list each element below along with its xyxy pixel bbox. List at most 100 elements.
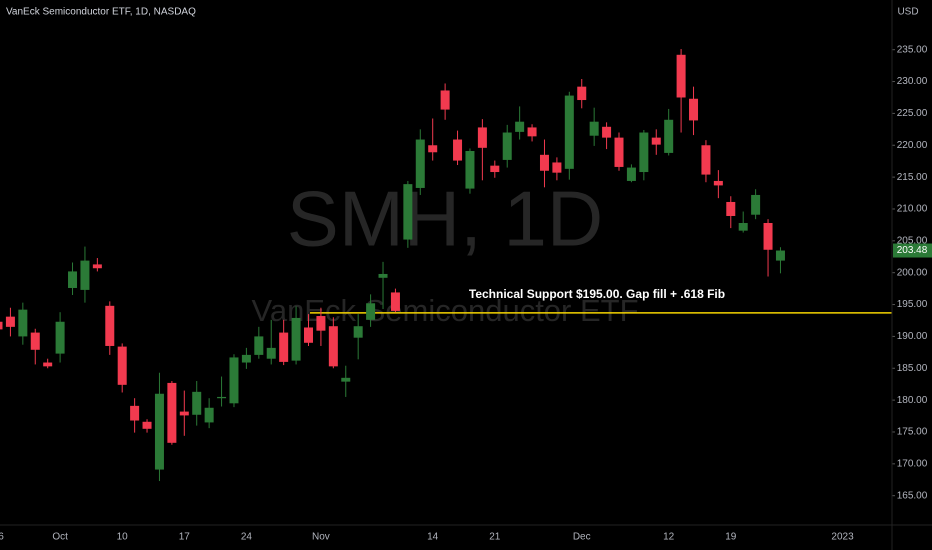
x-tick-label: 14 bbox=[427, 532, 439, 543]
candle-body bbox=[328, 326, 338, 367]
candle-body bbox=[602, 126, 612, 138]
candle-body bbox=[763, 222, 773, 250]
candle-body bbox=[378, 273, 388, 278]
candle-body bbox=[415, 139, 425, 188]
x-tick-label: Nov bbox=[312, 532, 330, 543]
candle-body bbox=[117, 346, 127, 385]
candle-body bbox=[92, 264, 102, 269]
candle-body bbox=[179, 411, 189, 416]
candle-body bbox=[490, 165, 500, 173]
x-tick-label: 10 bbox=[117, 532, 129, 543]
candle-body bbox=[241, 354, 251, 363]
candle-body bbox=[254, 336, 264, 355]
candle-body bbox=[689, 98, 699, 121]
candle-body bbox=[291, 317, 301, 361]
y-tick-label: 225.00 bbox=[897, 108, 928, 119]
candle-body bbox=[477, 127, 487, 148]
candle-body bbox=[0, 321, 3, 330]
watermark-description: VanEck Semiconductor ETF bbox=[251, 293, 638, 328]
candle-body bbox=[614, 137, 624, 167]
candle-body bbox=[5, 316, 15, 327]
x-tick-label: Dec bbox=[573, 532, 591, 543]
candle-body bbox=[502, 132, 512, 160]
candle-body bbox=[664, 119, 674, 153]
candle-body bbox=[651, 137, 661, 145]
y-tick-label: 200.00 bbox=[897, 267, 928, 278]
candle-body bbox=[403, 184, 413, 240]
candle-body bbox=[552, 162, 562, 173]
y-tick-label: 230.00 bbox=[897, 76, 928, 87]
y-tick-label: 170.00 bbox=[897, 458, 928, 469]
x-tick-label: 24 bbox=[241, 532, 253, 543]
x-tick-label: 12 bbox=[663, 532, 675, 543]
candle-body bbox=[217, 396, 227, 399]
y-tick-label: 220.00 bbox=[897, 140, 928, 151]
candle-body bbox=[738, 222, 748, 231]
candle-body bbox=[43, 362, 53, 367]
y-tick-label: 205.00 bbox=[897, 235, 928, 246]
candle-body bbox=[68, 271, 78, 288]
y-tick-label: 190.00 bbox=[897, 331, 928, 342]
x-tick-label: 17 bbox=[179, 532, 191, 543]
candle-body bbox=[440, 90, 450, 110]
candle-body bbox=[192, 391, 202, 415]
candle-body bbox=[316, 316, 326, 331]
candle-body bbox=[279, 332, 289, 362]
y-tick-label: 210.00 bbox=[897, 204, 928, 215]
candle-body bbox=[577, 86, 587, 101]
candle-body bbox=[142, 421, 152, 429]
candle-body bbox=[539, 154, 549, 171]
candle-body bbox=[775, 250, 785, 261]
y-tick-label: 165.00 bbox=[897, 490, 928, 501]
x-tick-label: 21 bbox=[489, 532, 501, 543]
support-annotation: Technical Support $195.00. Gap fill + .6… bbox=[469, 287, 725, 301]
watermark-symbol: SMH, 1D bbox=[287, 175, 603, 263]
candle-body bbox=[130, 405, 140, 421]
candle-body bbox=[701, 145, 711, 175]
candle-body bbox=[465, 151, 475, 189]
candle-body bbox=[589, 121, 599, 136]
candle-body bbox=[515, 121, 525, 132]
candle-body bbox=[266, 347, 276, 359]
y-tick-label: 235.00 bbox=[897, 44, 928, 55]
candle-body bbox=[353, 326, 363, 338]
candle-body bbox=[80, 260, 90, 290]
last-price-tag bbox=[893, 243, 932, 258]
candle-body bbox=[726, 201, 736, 216]
candle-body bbox=[18, 309, 28, 337]
candle-body bbox=[428, 145, 438, 153]
candle-body bbox=[30, 332, 40, 350]
chart-title: VanEck Semiconductor ETF, 1D, NASDAQ bbox=[6, 7, 196, 18]
candle-body bbox=[676, 54, 686, 98]
y-tick-label: 195.00 bbox=[897, 299, 928, 310]
candle-body bbox=[154, 393, 164, 470]
candle-body bbox=[105, 305, 115, 346]
candle-body bbox=[229, 357, 239, 404]
y-tick-label: 185.00 bbox=[897, 363, 928, 374]
candle-body bbox=[453, 139, 463, 161]
candle-body bbox=[639, 132, 649, 173]
y-tick-label: 180.00 bbox=[897, 395, 928, 406]
candle-body bbox=[366, 303, 376, 320]
candle-body bbox=[304, 327, 313, 343]
candle-body bbox=[626, 167, 636, 181]
y-tick-label: 215.00 bbox=[897, 172, 928, 183]
x-tick-label: Oct bbox=[52, 532, 68, 543]
candle-body bbox=[751, 194, 761, 215]
candle-body bbox=[55, 321, 65, 354]
y-tick-label: 175.00 bbox=[897, 427, 928, 438]
currency-label: USD bbox=[897, 7, 918, 18]
candle-body bbox=[167, 382, 177, 443]
x-tick-label: 2023 bbox=[831, 532, 854, 543]
candle-body bbox=[713, 180, 723, 186]
x-tick-label: 19 bbox=[725, 532, 737, 543]
last-price-label: 203.48 bbox=[897, 245, 928, 256]
candle-body bbox=[390, 292, 400, 311]
candle-body bbox=[341, 377, 351, 382]
x-tick-label: 6 bbox=[0, 532, 4, 543]
candle-body bbox=[204, 407, 214, 423]
candle-body bbox=[527, 127, 537, 137]
